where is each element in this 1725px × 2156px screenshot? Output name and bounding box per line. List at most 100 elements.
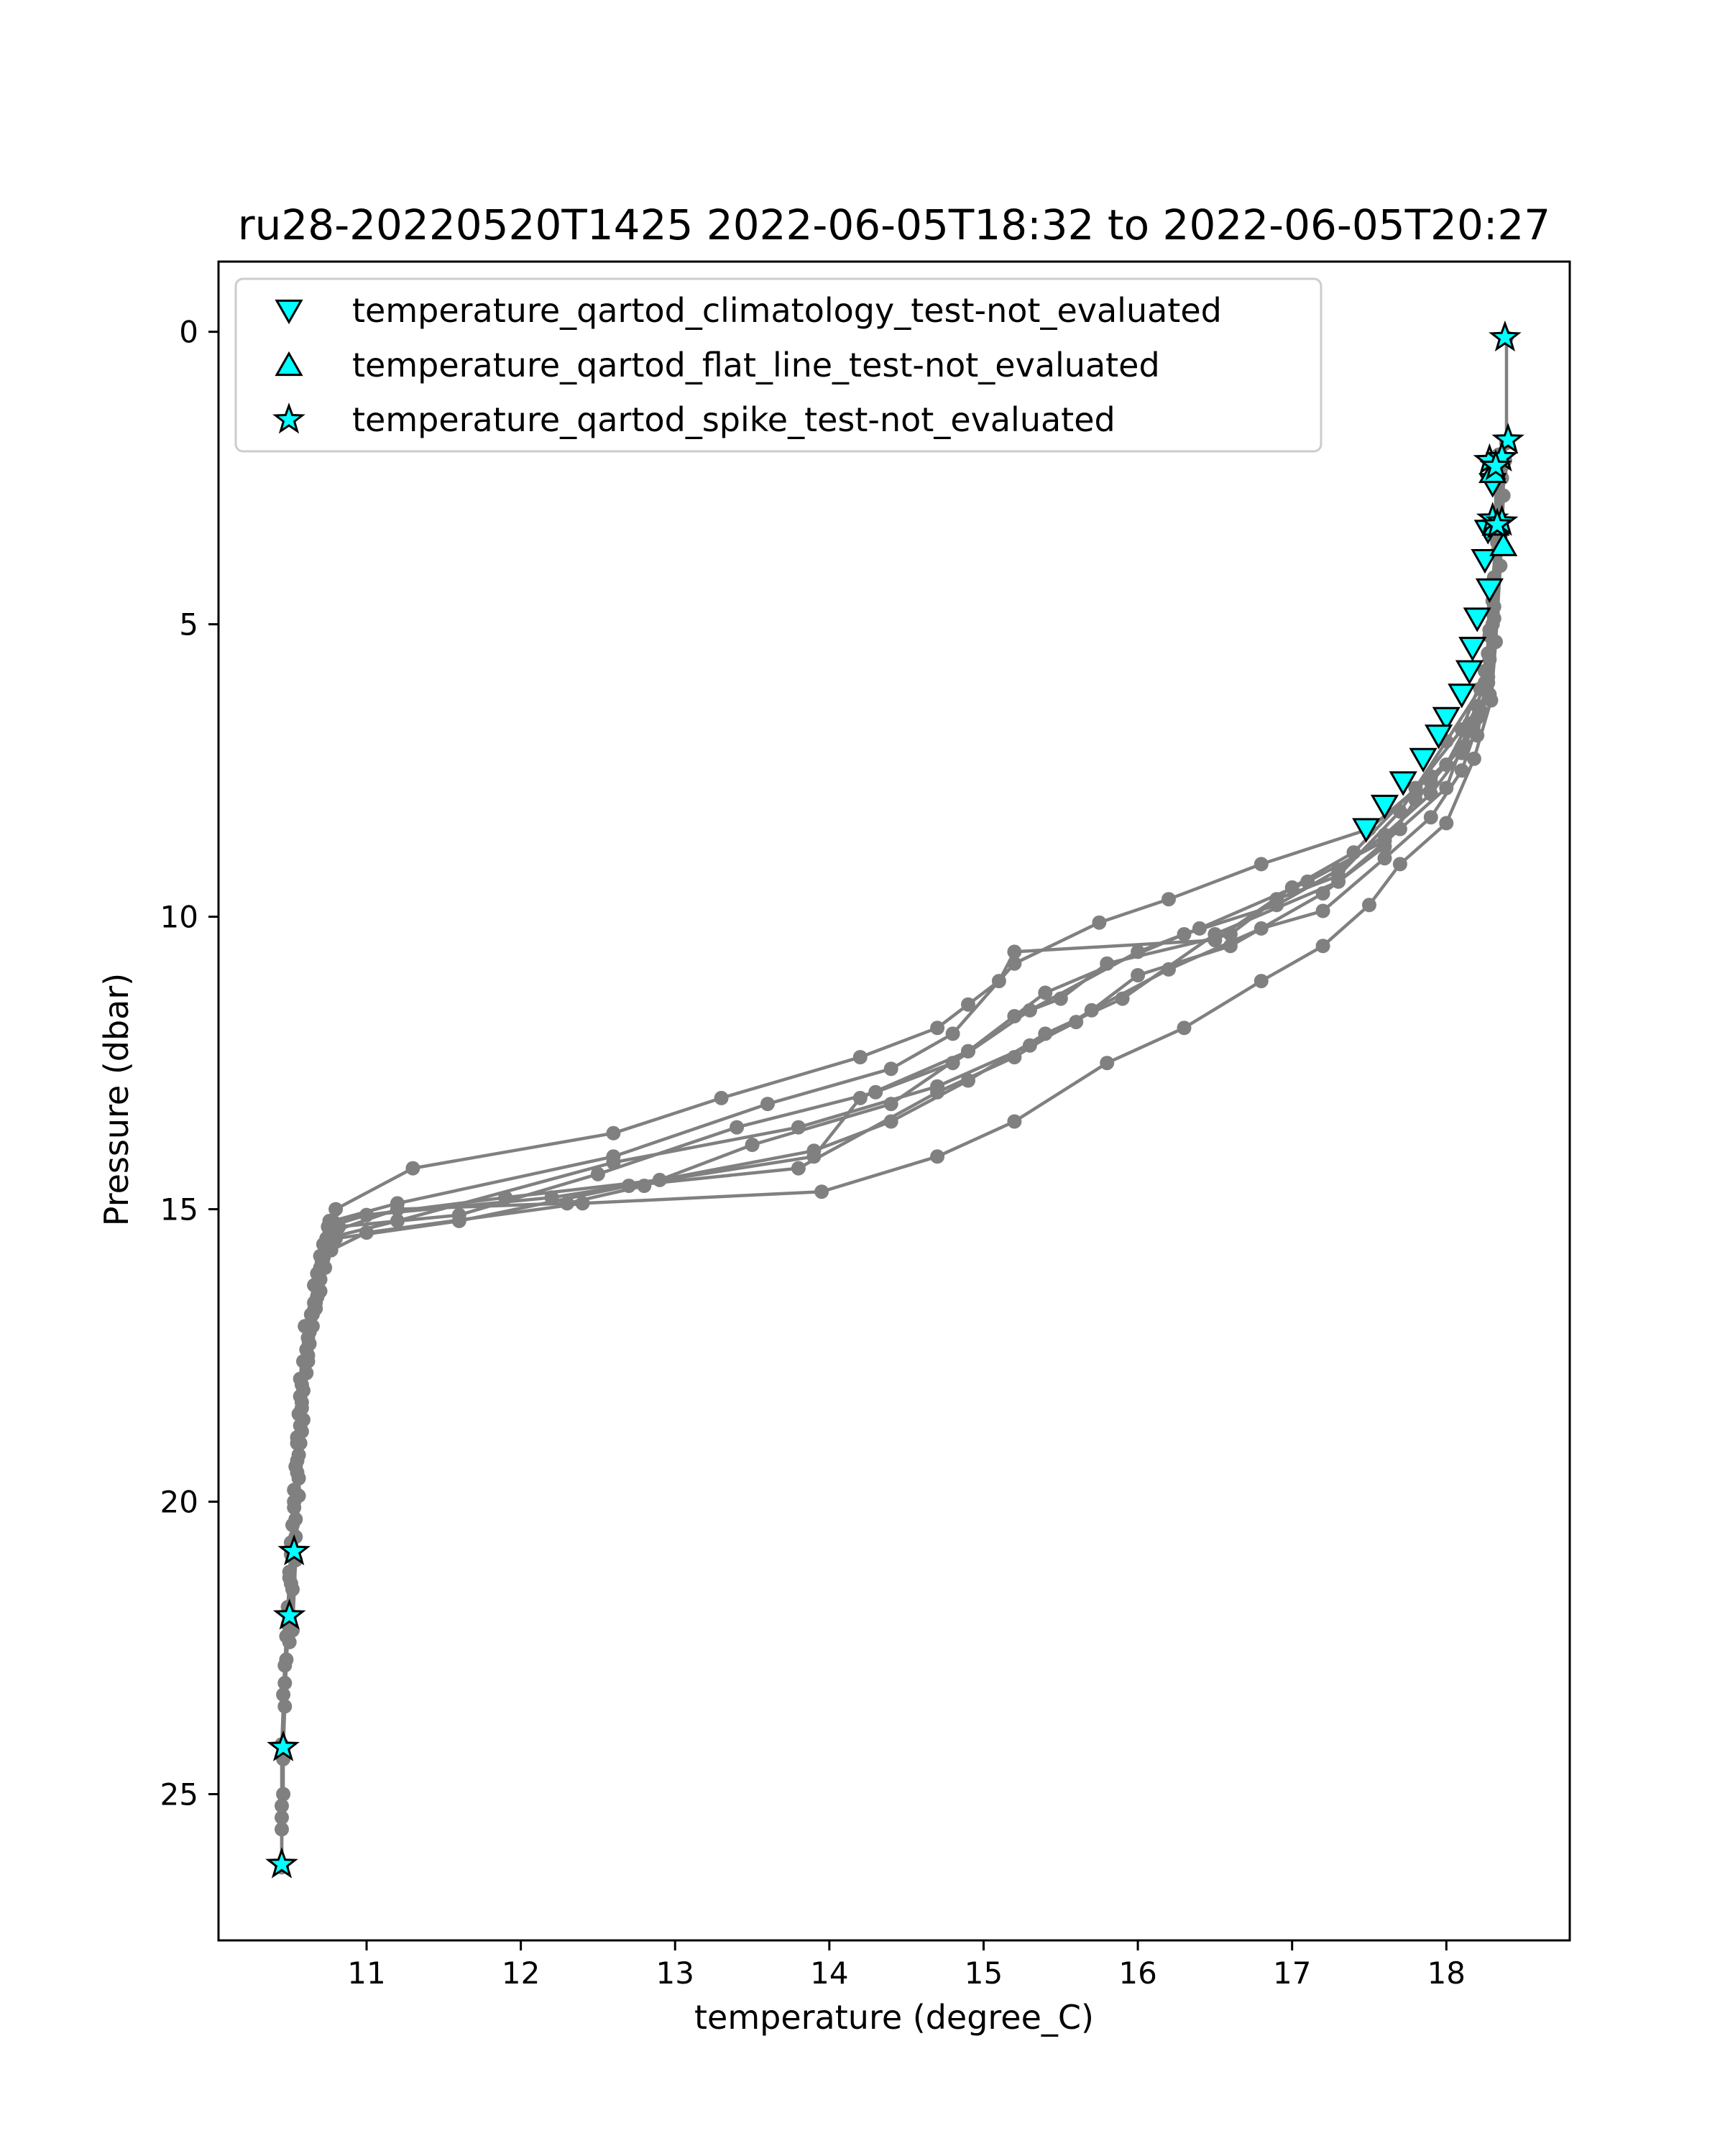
plot-frame [217,260,1571,1942]
profile-point [791,1161,806,1176]
legend-marker-triangle-down [275,299,303,325]
profile-point [606,1125,621,1141]
profile-point [328,1202,344,1217]
profile-point [1392,821,1407,837]
flag-marker-triangle-down [1458,637,1487,662]
x-axis-label: temperature (degree_C) [694,1998,1094,2037]
profile-point [328,1231,344,1246]
profile-point [945,1026,960,1041]
profile-point [1254,857,1269,872]
flag-marker-star [277,1534,311,1566]
profile-point [282,1634,297,1649]
profile-point [930,1021,945,1036]
profile-point [1177,1021,1192,1036]
flag-marker-star [272,1598,306,1630]
profile-point [1254,921,1269,936]
profile-point [1192,921,1207,936]
legend-marker-triangle-up [275,351,303,377]
profile-point [1489,635,1503,650]
profile-point [760,1097,775,1112]
profile-point [1092,915,1107,930]
profile-point [1493,558,1508,573]
flag-marker-star [265,1847,298,1879]
profile-point [300,1354,316,1369]
profile-point [316,1248,331,1263]
y-tick-label: 15 [160,1192,198,1227]
profile-point [285,1582,300,1597]
profile-point [1315,903,1330,918]
profile-point [294,1401,309,1416]
flag-marker-triangle-down [1448,683,1476,709]
profile-point [814,1184,829,1199]
profile-point [1377,851,1392,866]
y-axis: 0 5 10 15 20 25 [160,315,218,1812]
profile-point [291,1488,306,1503]
y-tick-label: 5 [179,607,198,642]
profile-point [883,1114,898,1129]
flag-marker-triangle-up [1489,531,1518,556]
profile-point [1300,874,1315,889]
profile-point [745,1138,760,1152]
profile-point [1115,991,1130,1006]
flag-marker-star [1479,448,1512,481]
legend-label: temperature_qartod_climatology_test-not_… [352,291,1222,330]
profile-point [1131,944,1146,959]
profile-point [359,1207,374,1222]
flag-marker-triangle-down [1409,747,1438,773]
profile-point [621,1179,636,1193]
profile-point [1007,944,1022,959]
y-axis-label: Pressure (dbar) [97,973,136,1226]
profile-line-9 [295,454,1501,1461]
plot-area [217,260,1571,1942]
profile-point [590,1166,605,1181]
profile-point [1484,693,1499,708]
y-tick-label: 10 [160,900,198,935]
x-axis: 11 12 13 14 15 16 17 18 [347,1940,1466,1991]
profile-point [405,1161,420,1176]
profile-point [277,1675,293,1690]
profile-point [1466,751,1481,766]
x-tick-label: 15 [965,1955,1003,1991]
flag-marker-triangle-down [1455,660,1484,685]
flag-marker-triangle-down [1463,607,1491,632]
profile-point [1482,622,1497,637]
flag-marker-triangle-down [1370,794,1399,820]
profile-point [652,1172,667,1187]
flag-marker-triangle-down [1475,578,1504,603]
profile-point [359,1225,374,1240]
legend-label: temperature_qartod_flat_line_test-not_ev… [352,346,1160,384]
y-tick-label: 25 [160,1777,198,1812]
profile-point [730,1120,745,1135]
profile-point [1131,968,1146,982]
profile-point [290,1453,305,1468]
profile-point [1162,892,1176,907]
profile-point [1423,775,1438,790]
profile-point [1362,898,1376,913]
flag-marker-triangle-down [1424,724,1453,750]
profile-point [308,1301,323,1316]
flag-marker-star [1491,423,1524,454]
chart-title: ru28-20220520T1425 2022-06-05T18:32 to 2… [238,201,1550,249]
flag-marker-star [267,1730,300,1761]
profile-point [1392,857,1407,872]
y-tick-label: 0 [179,315,198,350]
x-tick-label: 12 [502,1955,540,1991]
profile-point [1038,1026,1053,1041]
legend-label: temperature_qartod_spike_test-not_evalua… [352,400,1116,439]
x-tick-label: 11 [347,1955,385,1991]
profile-point [791,1120,806,1135]
profile-point [1315,939,1330,954]
profile-point [1208,927,1223,941]
profile-point [806,1143,822,1158]
x-tick-label: 13 [656,1955,694,1991]
profile-point [1439,780,1454,796]
profile-point [852,1050,868,1064]
legend-marker-star [272,402,305,434]
flag-marker-star [1489,320,1522,352]
profile-point [322,1213,337,1228]
profile-point [498,1190,513,1205]
legend: temperature_qartod_climatology_test-not_… [234,277,1322,453]
profile-point [930,1149,945,1164]
y-tick-label: 20 [160,1485,198,1520]
profile-point [275,1810,289,1825]
